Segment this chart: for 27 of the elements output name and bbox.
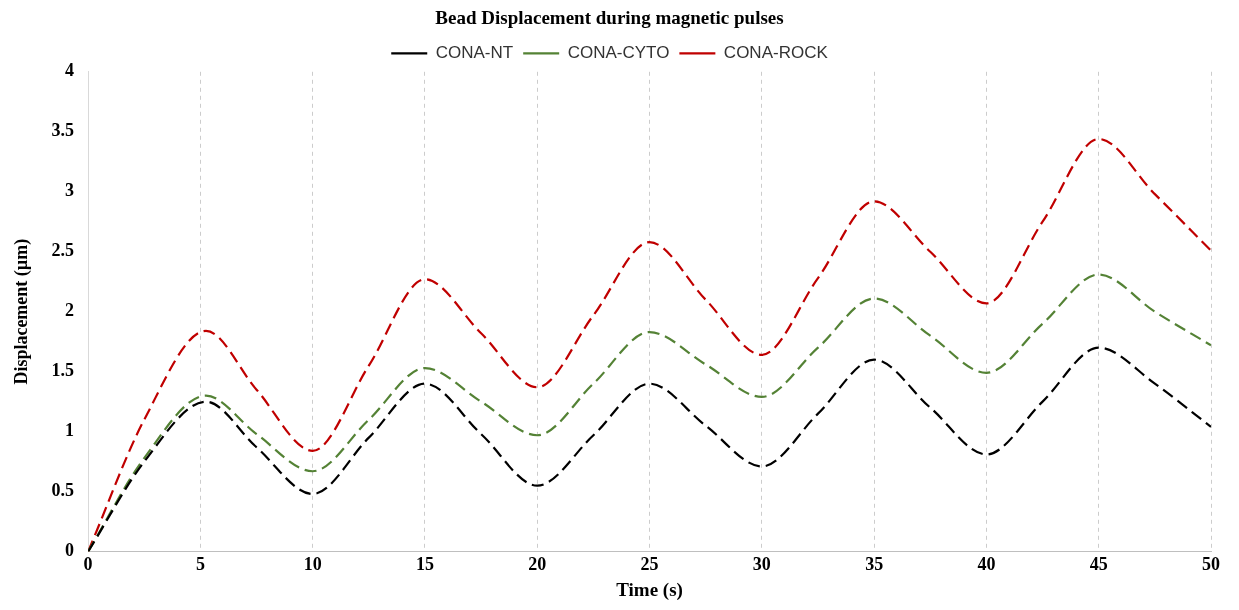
legend-label: CONA-ROCK	[723, 42, 829, 62]
x-tick-label: 5	[195, 554, 205, 575]
x-tick-label: 35	[865, 554, 884, 575]
y-tick-label: 1.5	[51, 360, 75, 381]
y-tick-label: 0.5	[51, 480, 75, 501]
y-axis-title: Displacement (µm)	[11, 238, 33, 385]
x-tick-label: 0	[83, 554, 93, 575]
legend-label: CONA-NT	[435, 42, 514, 62]
x-tick-label: 45	[1089, 554, 1108, 575]
chart-title: Bead Displacement during magnetic pulses	[435, 7, 784, 29]
y-tick-label: 2	[65, 300, 75, 321]
legend-label: CONA-CYTO	[567, 42, 670, 62]
x-axis-title: Time (s)	[616, 578, 683, 601]
x-tick-label: 20	[528, 554, 547, 575]
x-tick-label: 50	[1202, 554, 1220, 575]
x-tick-label: 25	[640, 554, 659, 575]
x-tick-label: 15	[415, 554, 434, 575]
y-tick-label: 2.5	[51, 240, 75, 261]
y-tick-label: 4	[65, 60, 75, 81]
x-tick-label: 40	[977, 554, 996, 575]
y-tick-label: 3.5	[51, 120, 75, 141]
x-tick-label: 10	[303, 554, 322, 575]
line-series	[88, 346, 1211, 552]
y-tick-label: 3	[65, 180, 75, 201]
y-tick-label: 0	[65, 540, 75, 561]
x-tick-label: 30	[752, 554, 771, 575]
y-tick-label: 1	[65, 420, 75, 441]
